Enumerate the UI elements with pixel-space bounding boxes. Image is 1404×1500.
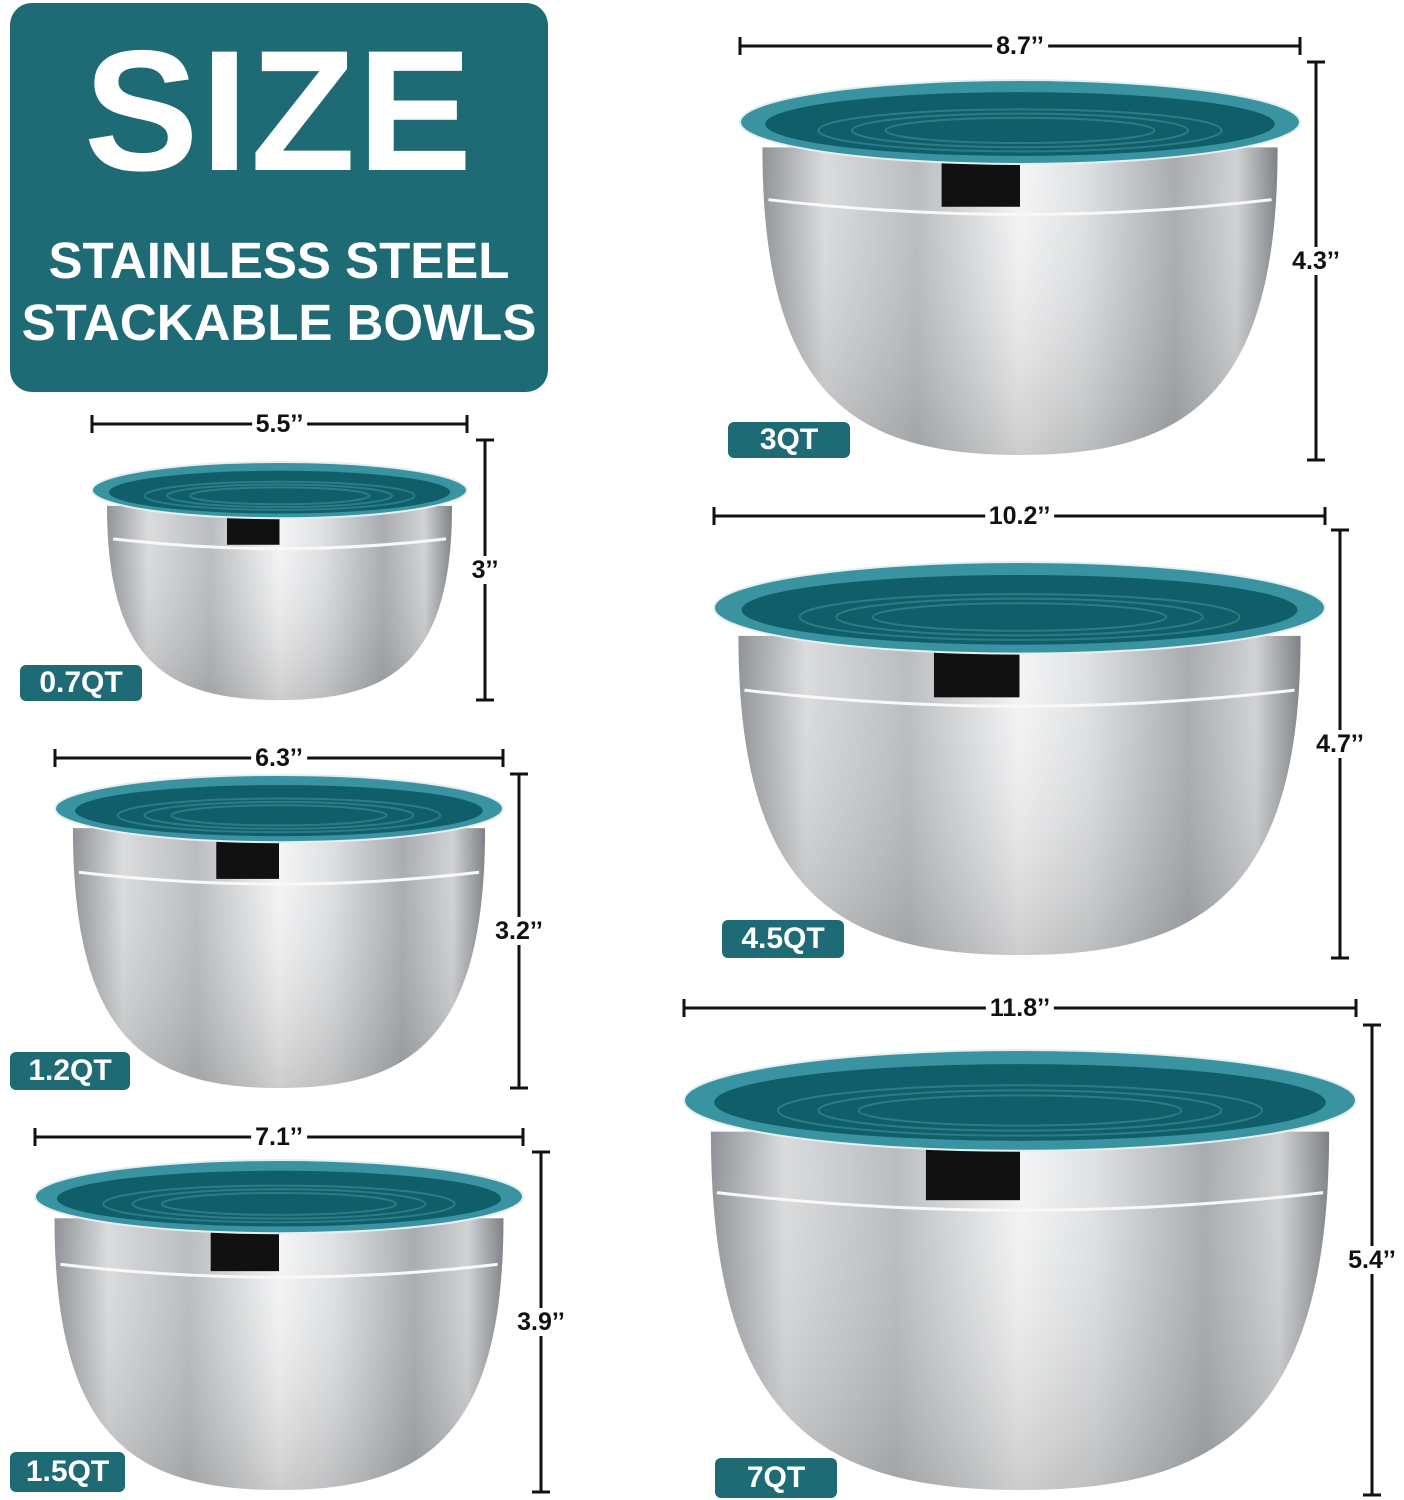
capacity-badge: 3QT <box>728 422 850 458</box>
bowl-0.7qt <box>90 415 494 702</box>
steel-bowl-shadow <box>72 828 486 1088</box>
bowl-rim-band <box>768 198 1272 216</box>
lid-ring <box>798 593 1241 641</box>
capacity-badge: 7QT <box>715 1458 837 1498</box>
capacity-badge: 0.7QT <box>20 665 142 701</box>
bowl-rim-band <box>744 688 1295 708</box>
height-label: 4.3’’ <box>1288 247 1344 275</box>
lid-inner <box>765 92 1275 156</box>
lid-ring <box>166 483 393 508</box>
lid-ring <box>131 1188 427 1220</box>
lid-ring <box>102 1184 456 1224</box>
height-label: 5.4’’ <box>1344 1246 1400 1274</box>
diameter-label: 7.1’’ <box>251 1123 307 1151</box>
lid-ring <box>851 112 1189 149</box>
lid-ring <box>143 480 416 511</box>
diameter-label: 6.3’’ <box>251 744 307 772</box>
subtitle-line-2: STACKABLE BOWLS <box>21 294 537 351</box>
capacity-badge: 1.2QT <box>10 1052 130 1090</box>
subtitle-line-1: STAINLESS STEEL <box>48 232 510 289</box>
bowl-rim-band <box>112 537 447 551</box>
height-label: 3.9’’ <box>513 1308 569 1336</box>
height-label: 4.7’’ <box>1312 730 1368 758</box>
lid-ring <box>116 797 442 834</box>
lid-ring <box>777 1084 1263 1137</box>
lid-inner <box>714 1064 1326 1141</box>
steel-bowl-shadow <box>738 635 1301 955</box>
steel-bowl-shadow <box>54 1218 504 1490</box>
bowl-1.5qt <box>33 1128 550 1494</box>
height-label: 3.2’’ <box>491 917 547 945</box>
capacity-badge: 4.5QT <box>722 920 844 958</box>
lid-ring <box>835 597 1204 637</box>
bowl-4.5qt <box>712 507 1349 960</box>
height-label: 3’’ <box>467 556 503 584</box>
lid-ring <box>857 1094 1183 1127</box>
lid-ring <box>817 1089 1223 1132</box>
steel-bowl-shadow <box>762 147 1278 456</box>
bowl-3qt <box>738 37 1325 462</box>
title-banner: SIZE STAINLESS STEEL STACKABLE BOWLS <box>10 3 548 392</box>
title-main: SIZE <box>83 15 475 207</box>
diameter-label: 11.8’’ <box>985 994 1055 1022</box>
bowl-rim-band <box>716 1191 1324 1212</box>
lid-ring <box>188 486 371 506</box>
lid-ring <box>817 108 1223 153</box>
bowl-1.2qt <box>53 749 528 1090</box>
diameter-label: 5.5’’ <box>251 410 308 438</box>
bowl-rim-band <box>60 1262 498 1279</box>
lid-ring <box>884 116 1156 144</box>
steel-bowl-shadow <box>710 1131 1330 1490</box>
lid-inner <box>741 574 1298 645</box>
lid-ring <box>160 1191 398 1216</box>
steel-bowl-shadow <box>107 505 452 700</box>
bowl-rim-band <box>78 870 480 886</box>
lid-ring <box>143 800 415 830</box>
lid-ring <box>871 602 1168 632</box>
diameter-label: 10.2’’ <box>984 502 1055 530</box>
diameter-label: 8.7’’ <box>992 32 1048 60</box>
bowl-7qt <box>682 999 1381 1497</box>
lid-ring <box>170 804 388 827</box>
capacity-badge: 1.5QT <box>10 1452 125 1492</box>
